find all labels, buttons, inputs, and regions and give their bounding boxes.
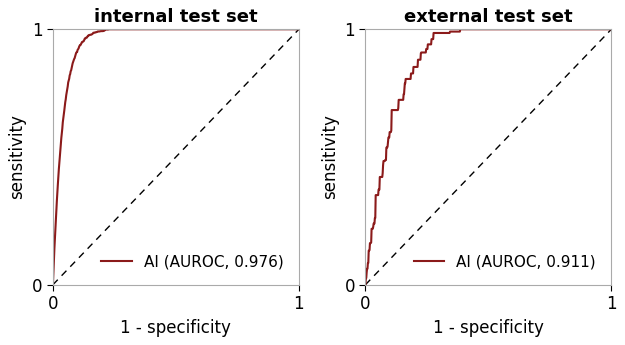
X-axis label: 1 - specificity: 1 - specificity — [121, 319, 231, 337]
X-axis label: 1 - specificity: 1 - specificity — [433, 319, 544, 337]
Legend: AI (AUROC, 0.976): AI (AUROC, 0.976) — [93, 247, 291, 277]
Legend: AI (AUROC, 0.911): AI (AUROC, 0.911) — [406, 247, 604, 277]
Y-axis label: sensitivity: sensitivity — [8, 115, 26, 199]
Title: external test set: external test set — [404, 8, 572, 26]
Title: internal test set: internal test set — [94, 8, 258, 26]
Y-axis label: sensitivity: sensitivity — [321, 115, 339, 199]
